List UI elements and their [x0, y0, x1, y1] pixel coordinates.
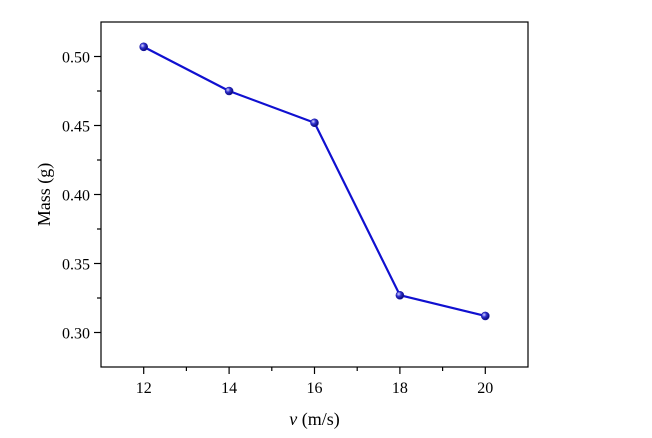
- x-tick-label: 18: [392, 380, 408, 397]
- tick-labels: 12 14 16 18 20 0.30 0.35 0.40 0.45 0.50: [62, 50, 493, 398]
- data-point: [395, 290, 405, 300]
- x-axis-label-unit: (m/s): [297, 409, 340, 430]
- x-tick-label: 12: [136, 380, 152, 397]
- x-axis-label: v (m/s): [289, 409, 340, 430]
- series-group: [139, 42, 490, 321]
- x-tick-label: 14: [221, 380, 237, 397]
- data-point: [310, 118, 319, 128]
- y-tick-label: 0.35: [62, 257, 90, 274]
- x-tick-label: 16: [307, 380, 323, 397]
- y-axis-label: Mass (g): [34, 163, 55, 227]
- data-point: [480, 311, 490, 321]
- data-point: [224, 86, 234, 96]
- y-tick-label: 0.40: [62, 188, 90, 205]
- plot-frame: [100, 21, 529, 368]
- y-tick-label: 0.30: [62, 326, 90, 343]
- x-axis-label-variable: v: [289, 409, 297, 429]
- x-tick-label: 20: [477, 380, 493, 397]
- y-tick-label: 0.45: [62, 119, 90, 136]
- data-point: [139, 42, 148, 52]
- y-tick-label: 0.50: [62, 50, 90, 67]
- series-line: [143, 45, 486, 318]
- axis-ticks: [94, 55, 486, 374]
